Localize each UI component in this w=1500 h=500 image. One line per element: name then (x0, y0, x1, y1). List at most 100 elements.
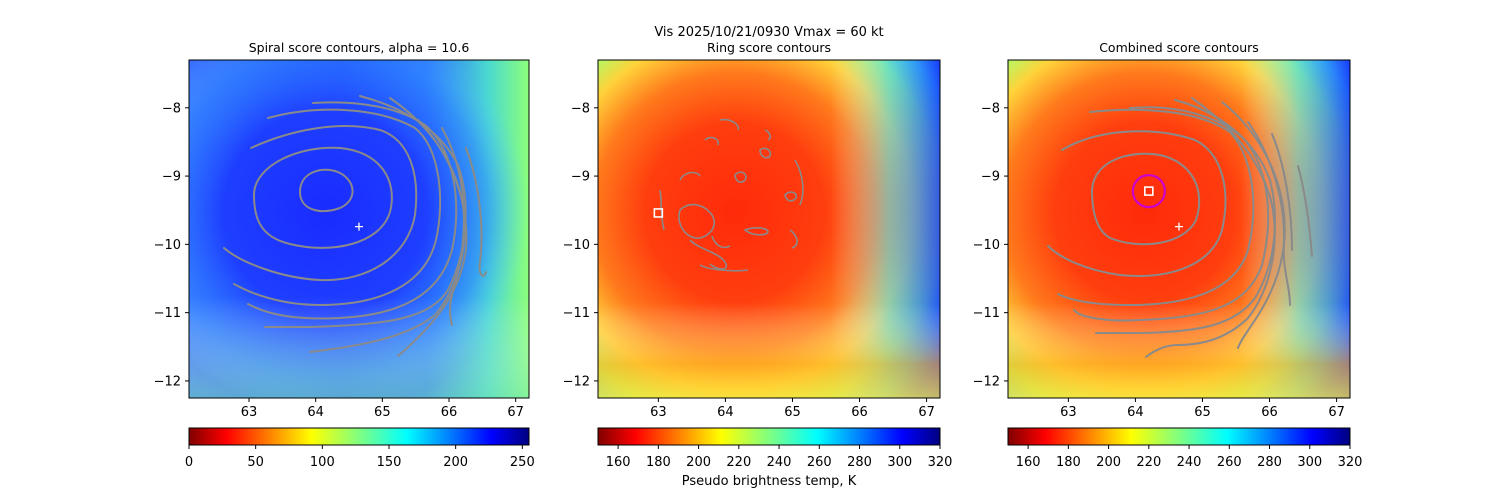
spiral-contour (298, 168, 354, 212)
panel-ring: Ring score contours (563, 40, 953, 489)
circle-marker (1131, 174, 1166, 209)
combined-contour (1297, 165, 1313, 257)
x-tick-label: 67 (918, 405, 935, 420)
combined-contours (1047, 97, 1313, 358)
panel-spiral-markers (355, 222, 363, 231)
colorbar-tick-label: 280 (1257, 455, 1282, 470)
center-plus-marker (355, 222, 363, 231)
colorbar-tick-label: 180 (646, 455, 671, 470)
panel-combined-markers (1131, 174, 1183, 231)
combined-contour (1090, 152, 1201, 246)
colorbar-tick-label: 0 (185, 455, 193, 470)
colorbar-ring (597, 427, 941, 446)
x-tick-label: 65 (784, 405, 801, 420)
panel-ring-axes: 63 64 65 66 67 −8 −9 −10 −11 −12 (563, 101, 935, 420)
colorbar-spiral (188, 427, 530, 446)
colorbar-tick-label: 160 (1016, 455, 1041, 470)
x-tick-label: 64 (1127, 405, 1144, 420)
x-tick-label: 65 (374, 405, 391, 420)
colorbar-tick-label: 240 (1177, 455, 1202, 470)
x-tick-label: 66 (1261, 405, 1278, 420)
combined-contour (1095, 99, 1276, 335)
colorbar-tick-label: 50 (247, 455, 264, 470)
colorbar-tick-label: 280 (847, 455, 872, 470)
colorbar-spiral-ticks: 0 50 100 150 200 250 (185, 445, 535, 470)
colorbar-tick-label: 300 (1297, 455, 1322, 470)
y-tick-label: −8 (162, 101, 181, 116)
panel-spiral-title: Spiral score contours, alpha = 10.6 (249, 40, 470, 55)
y-tick-label: −9 (571, 170, 590, 185)
spiral-contour (465, 147, 487, 277)
ring-contour (719, 118, 740, 131)
panel-combined-frame (1007, 59, 1351, 399)
ring-contour (734, 171, 747, 183)
ring-contour (764, 129, 771, 141)
panel-ring-title: Ring score contours (707, 40, 831, 55)
combined-contour (1047, 130, 1227, 277)
colorbar-ring-ticks: 160 180 200 220 240 260 280 300 320 (606, 445, 953, 470)
spiral-contour (233, 108, 442, 307)
combined-contour (1145, 97, 1276, 358)
spiral-contour (247, 101, 458, 320)
ring-contour (704, 136, 720, 146)
colorbar-tick-label: 220 (1136, 455, 1161, 470)
y-tick-label: −10 (563, 238, 590, 253)
panel-spiral: Spiral score contours, alpha = 10.6 (154, 40, 535, 470)
colorbar-tick-label: 180 (1056, 455, 1081, 470)
y-tick-label: −9 (162, 170, 181, 185)
y-tick-label: −12 (563, 374, 590, 389)
ring-contours (659, 118, 804, 272)
combined-contour (1057, 108, 1255, 307)
y-tick-label: −12 (154, 374, 181, 389)
colorbar-tick-label: 300 (887, 455, 912, 470)
panel-ring-frame (597, 59, 941, 399)
panel-combined-axes: 63 64 65 66 67 −8 −9 −10 −11 −12 (973, 101, 1345, 420)
colorbar-tick-label: 200 (1096, 455, 1121, 470)
ring-contour (711, 235, 731, 249)
colorbar-tick-label: 320 (928, 455, 953, 470)
spiral-contour (252, 146, 393, 249)
colorbar-tick-label: 320 (1338, 455, 1363, 470)
x-tick-label: 67 (1328, 405, 1345, 420)
colorbar-tick-label: 100 (310, 455, 335, 470)
center-plus-marker (1175, 222, 1183, 231)
figure-suptitle: Vis 2025/10/21/0930 Vmax = 60 kt (654, 25, 883, 40)
panel-ring-markers (653, 208, 664, 218)
ring-contour (794, 159, 804, 206)
y-tick-label: −8 (571, 101, 590, 116)
ring-contour (759, 147, 772, 159)
ring-contour (784, 191, 798, 202)
square-marker (1144, 186, 1154, 196)
x-tick-label: 66 (441, 405, 458, 420)
x-tick-label: 64 (307, 405, 324, 420)
colorbar-tick-label: 200 (443, 455, 468, 470)
square-marker (653, 208, 664, 218)
spiral-contours (223, 95, 487, 357)
colorbar-combined-ticks: 160 180 200 220 240 260 280 300 320 (1016, 445, 1363, 470)
x-tick-label: 67 (507, 405, 524, 420)
panel-spiral-frame (188, 59, 530, 399)
spiral-contour (223, 125, 418, 282)
combined-contour (1247, 121, 1291, 306)
x-tick-label: 64 (717, 405, 734, 420)
panel-ring-image (598, 60, 940, 398)
ring-contour (743, 227, 769, 236)
panel-spiral-axes: 63 64 65 66 67 −8 −9 −10 −11 −12 (154, 101, 524, 420)
x-tick-label: 65 (1194, 405, 1211, 420)
colorbar-tick-label: 150 (377, 455, 402, 470)
colorbar-tick-label: 250 (510, 455, 535, 470)
combined-contour (1271, 133, 1293, 251)
panel-combined-title: Combined score contours (1099, 40, 1259, 55)
y-tick-label: −11 (154, 306, 181, 321)
y-tick-label: −9 (981, 170, 1000, 185)
x-tick-label: 66 (851, 405, 868, 420)
colorbar-combined (1007, 427, 1351, 446)
ring-image-bottom-warm (598, 60, 940, 398)
spiral-contour (441, 127, 465, 326)
colorbar-tick-label: 260 (1217, 455, 1242, 470)
panel-combined: Combined score contours (973, 40, 1363, 470)
combined-contour (1073, 106, 1270, 322)
ring-contour (678, 203, 715, 239)
ring-contour (679, 171, 701, 181)
